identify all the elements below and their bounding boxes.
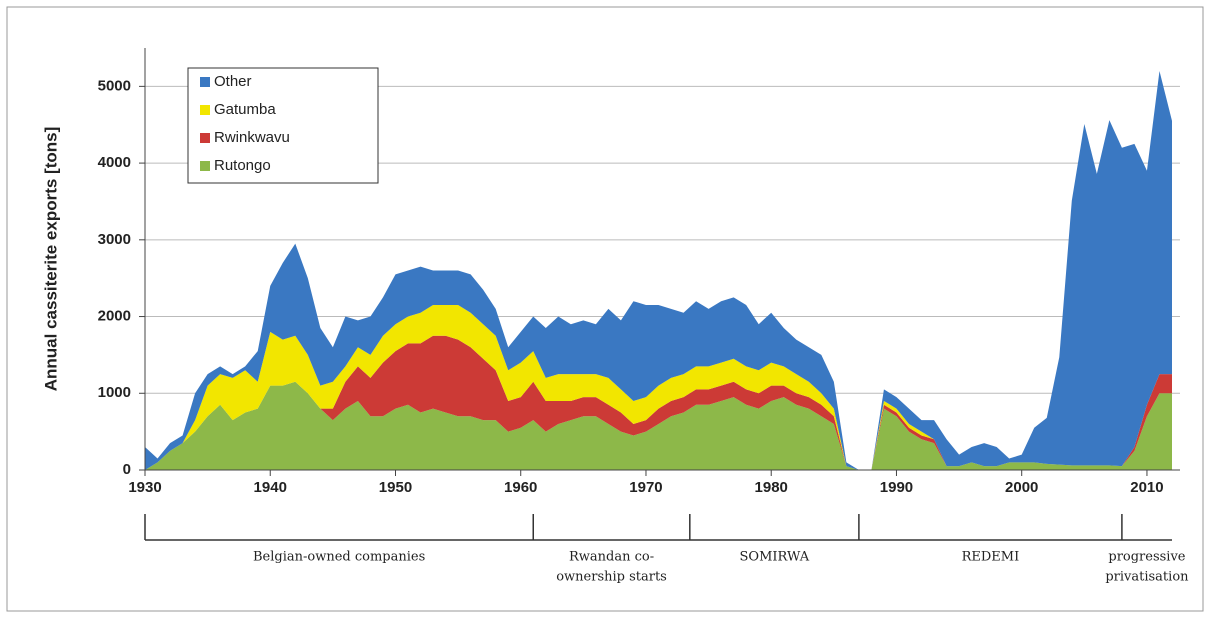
area (145, 71, 1172, 470)
y-tick-label: 3000 (98, 231, 131, 248)
legend-label: Rutongo (214, 157, 271, 174)
period-label: REDEMI (962, 550, 1020, 565)
area (145, 305, 1172, 470)
period-label: Rwandan co- (569, 550, 654, 565)
legend-label: Gatumba (214, 101, 276, 118)
period-label: ownership starts (556, 570, 667, 585)
x-tick-label: 1930 (128, 479, 161, 496)
x-tick-label: 1950 (379, 479, 412, 496)
area (145, 381, 1172, 470)
legend-swatch (200, 105, 210, 115)
legend-label: Other (214, 73, 252, 90)
x-tick-label: 2010 (1130, 479, 1163, 496)
x-tick-label: 2000 (1005, 479, 1038, 496)
y-axis-label: Annual cassiterite exports [tons] (41, 127, 60, 392)
y-tick-label: 4000 (98, 154, 131, 171)
y-tick-label: 5000 (98, 77, 131, 94)
period-label: privatisation (1105, 570, 1189, 585)
period-label: SOMIRWA (740, 550, 810, 565)
legend-box (187, 67, 379, 184)
legend-label: Rwinkwavu (214, 129, 290, 146)
x-tick-label: 1970 (629, 479, 662, 496)
legend-swatch (200, 133, 210, 143)
x-tick-label: 1940 (254, 479, 287, 496)
y-tick-label: 0 (123, 461, 131, 478)
area (145, 335, 1172, 470)
x-tick-label: 1960 (504, 479, 537, 496)
legend-swatch (200, 77, 210, 87)
x-tick-label: 1990 (880, 479, 913, 496)
x-tick-label: 1980 (755, 479, 788, 496)
y-tick-label: 1000 (98, 384, 131, 401)
y-tick-label: 2000 (98, 308, 131, 325)
period-label: Belgian-owned companies (253, 550, 425, 565)
frame (6, 6, 1204, 612)
period-label: progressive (1108, 550, 1185, 565)
legend-swatch (200, 161, 210, 171)
